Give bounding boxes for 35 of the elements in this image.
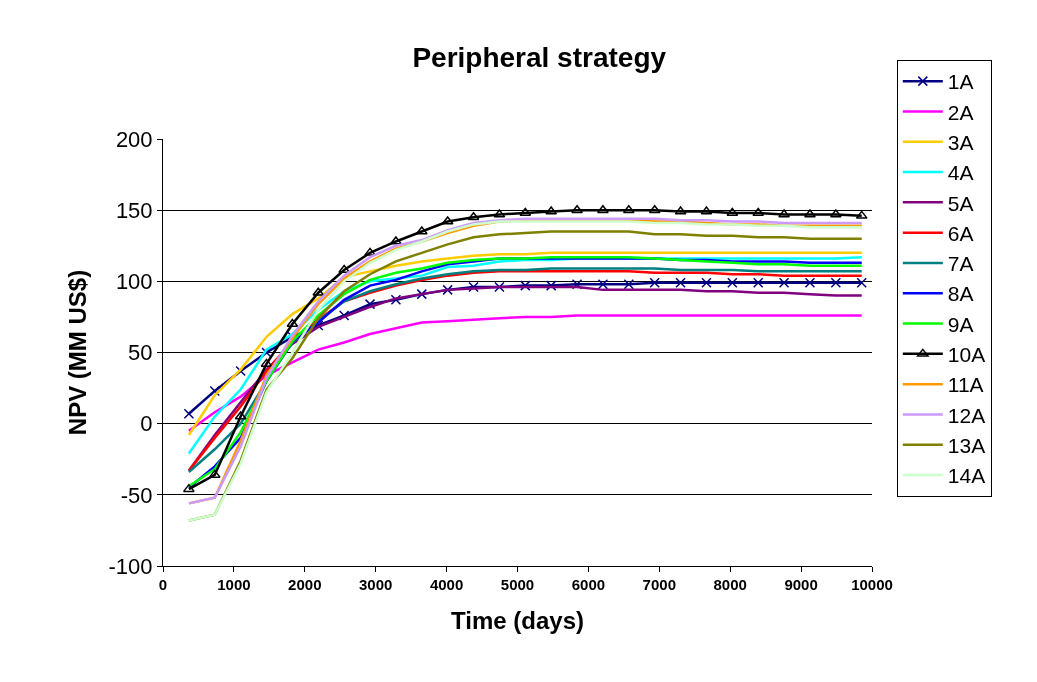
y-tick-label: 150	[115, 197, 153, 223]
y-tick-label: 50	[128, 340, 153, 366]
legend-label: 8A	[947, 282, 974, 306]
x-axis-title: Time (days)	[451, 607, 584, 635]
legend-label: 9A	[947, 312, 974, 336]
y-tick-label: -50	[120, 482, 153, 508]
x-tick-label: 8000	[713, 576, 747, 593]
x-tick-label: 10000	[851, 576, 893, 593]
x-tick-label: 6000	[571, 576, 606, 593]
x-tick-label: 9000	[784, 576, 818, 593]
x-tick-label: 2000	[288, 576, 322, 593]
x-tick-label: 0	[158, 576, 168, 593]
legend-label: 13A	[947, 433, 986, 457]
legend-label: 6A	[947, 221, 974, 245]
legend-label: 4A	[947, 161, 974, 185]
x-tick-label: 4000	[429, 576, 464, 593]
legend-label: 1A	[947, 70, 974, 94]
y-tick-label: 0	[140, 411, 153, 437]
x-tick-label: 7000	[642, 576, 676, 593]
chart-title: Peripheral strategy	[412, 42, 667, 74]
legend-label: 7A	[947, 252, 974, 276]
y-tick-label: -100	[108, 553, 153, 579]
legend-label: 2A	[947, 100, 974, 124]
legend-label: 12A	[947, 403, 986, 427]
legend-label: 10A	[947, 343, 986, 367]
legend-label: 11A	[947, 373, 984, 397]
x-tick-label: 5000	[500, 576, 535, 593]
legend-label: 14A	[947, 464, 986, 488]
legend-label: 5A	[947, 191, 974, 215]
y-axis-title: NPV (MM US$)	[63, 269, 91, 436]
x-tick-label: 3000	[359, 576, 393, 593]
y-tick-label: 100	[115, 269, 153, 295]
x-tick-label: 1000	[217, 576, 251, 593]
legend-label: 3A	[947, 130, 974, 154]
y-tick-label: 200	[115, 126, 153, 152]
